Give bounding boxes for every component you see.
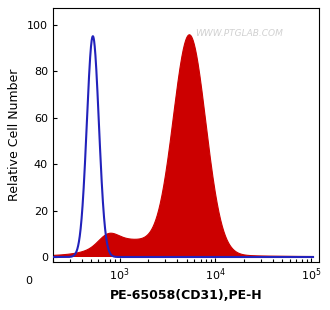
- Y-axis label: Relative Cell Number: Relative Cell Number: [8, 69, 21, 201]
- Text: WWW.PTGLAB.COM: WWW.PTGLAB.COM: [195, 29, 283, 38]
- X-axis label: PE-65058(CD31),PE-H: PE-65058(CD31),PE-H: [110, 289, 262, 302]
- Text: 0: 0: [25, 276, 32, 286]
